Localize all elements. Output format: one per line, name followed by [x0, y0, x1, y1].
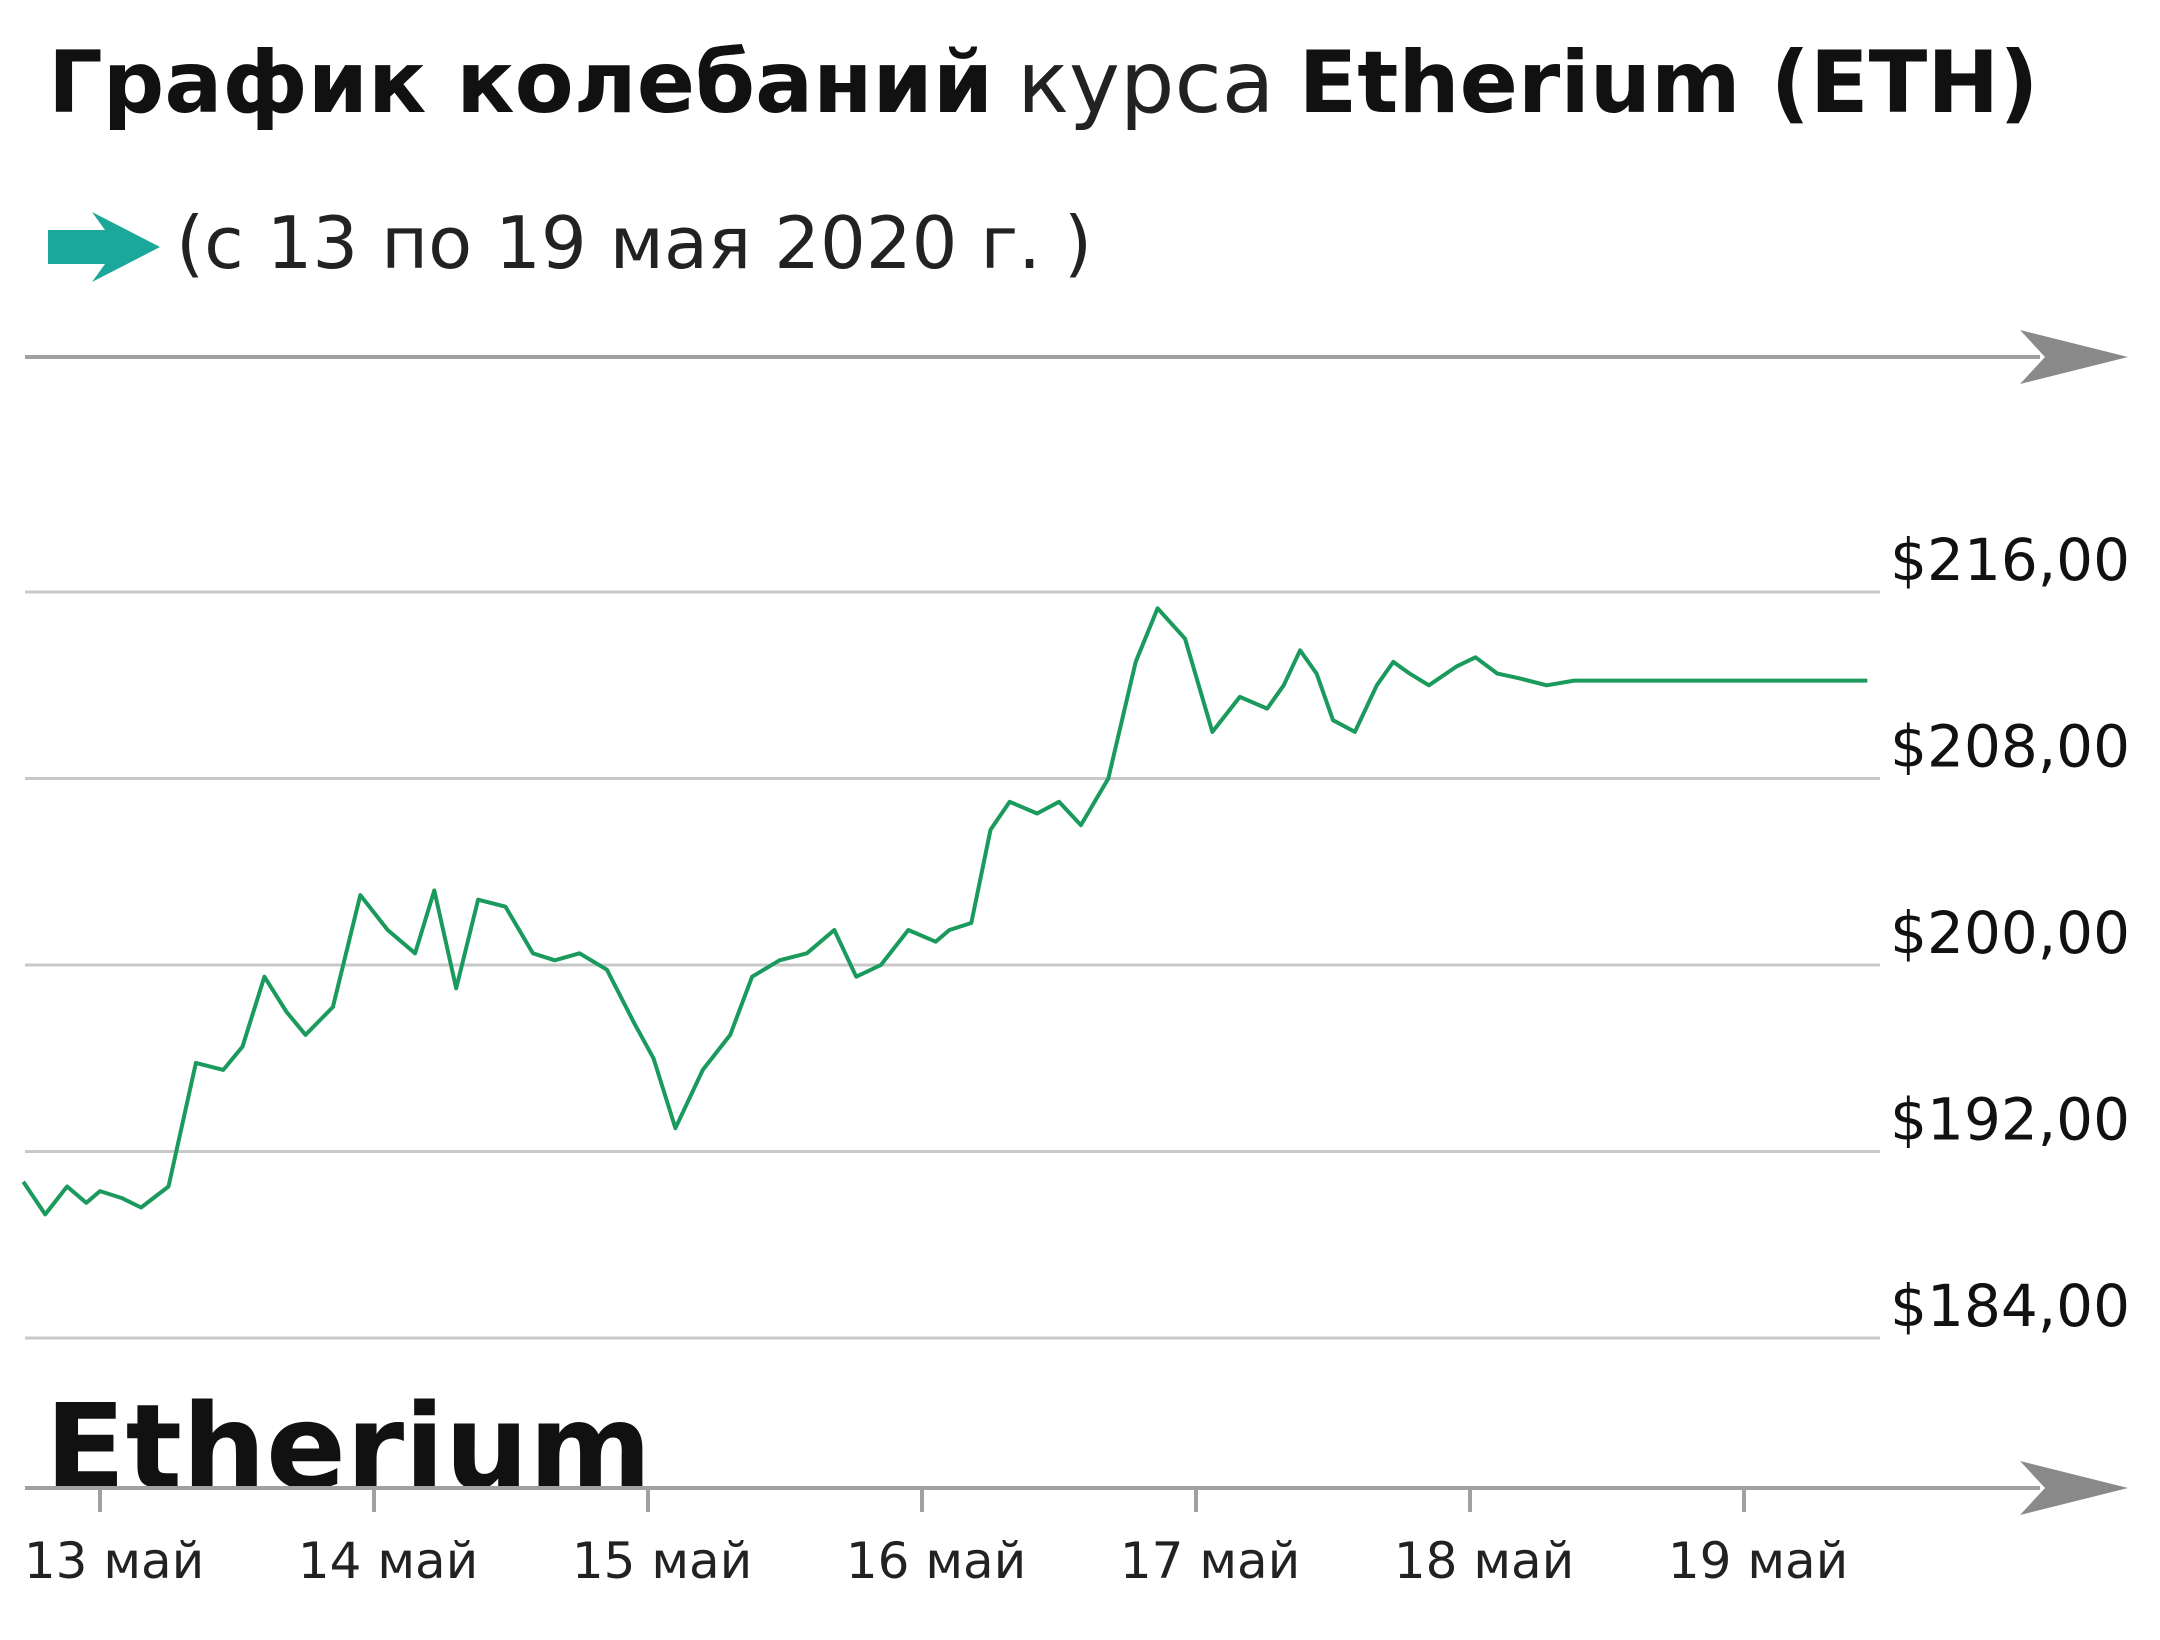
title-part3: Etherium (ETH) — [1299, 33, 2039, 133]
x-tick-label: 14 май — [298, 1532, 478, 1590]
grid-layer — [25, 590, 1880, 1340]
brand-label: Etherium — [45, 1378, 652, 1516]
series-line — [21, 606, 1868, 1217]
x-tick-label: 16 май — [846, 1532, 1026, 1590]
y-axis-ticks: $216,00 $208,00 $200,00 $192,00 $184,00 — [1890, 526, 2130, 1340]
y-tick-label: $216,00 — [1890, 526, 2130, 594]
x-tick-label: 18 май — [1394, 1532, 1574, 1590]
x-tick-label: 15 май — [572, 1532, 752, 1590]
x-tick-label: 13 май — [24, 1532, 204, 1590]
y-tick-label: $192,00 — [1890, 1086, 2130, 1154]
y-tick-label: $184,00 — [1890, 1272, 2130, 1340]
series-layer — [21, 606, 1868, 1217]
bottom-axis — [25, 1461, 2128, 1515]
gray-arrow-icon — [2020, 1461, 2128, 1515]
top-axis-arrow — [25, 330, 2128, 384]
chart-title: График колебаний курса Etherium (ETH) — [48, 33, 2039, 133]
y-tick-label: $208,00 — [1890, 713, 2130, 781]
x-tick-label: 17 май — [1120, 1532, 1300, 1590]
x-axis-ticks: 13 май 14 май 15 май 16 май 17 май 18 май 19 м… — [24, 1488, 1848, 1590]
gray-arrow-icon — [2020, 330, 2128, 384]
title-part2: курса — [1017, 33, 1274, 133]
y-tick-label: $200,00 — [1890, 899, 2130, 967]
teal-arrow-icon — [48, 212, 160, 282]
chart-subtitle: (с 13 по 19 мая 2020 г. ) — [176, 201, 1092, 285]
title-part1: График колебаний — [48, 33, 993, 133]
x-tick-label: 19 май — [1668, 1532, 1848, 1590]
